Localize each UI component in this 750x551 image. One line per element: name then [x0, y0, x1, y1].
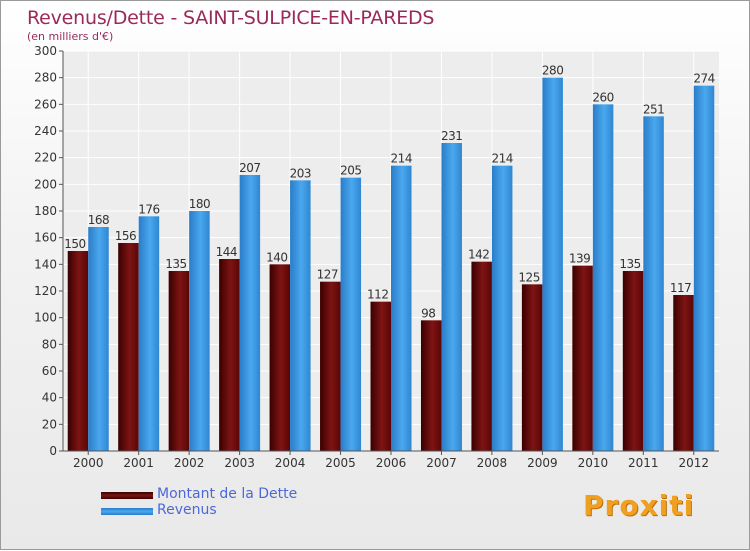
- x-tick-label: 2003: [224, 456, 255, 470]
- data-label-dette: 127: [317, 268, 338, 282]
- bar-revenus: [290, 180, 311, 452]
- x-tick-label: 2010: [578, 456, 609, 470]
- data-label-dette: 117: [670, 281, 691, 295]
- y-tick-label: 200: [34, 177, 57, 191]
- legend-label-dette: Montant de la Dette: [157, 486, 298, 502]
- x-tick-label: 2007: [426, 456, 457, 470]
- data-label-dette: 144: [216, 245, 237, 259]
- bar-revenus: [441, 143, 462, 451]
- bar-revenus: [592, 104, 614, 451]
- x-tick-label: 2002: [174, 456, 205, 470]
- x-tick-label: 2011: [628, 456, 659, 470]
- proxiti-logo: Proxiti: [583, 489, 695, 522]
- data-label-dette: 142: [468, 248, 489, 262]
- data-label-revenus: 214: [391, 152, 412, 166]
- bar-revenus: [491, 165, 513, 451]
- data-label-dette: 156: [115, 229, 136, 243]
- bar-dette: [370, 301, 391, 451]
- bar-dette: [673, 295, 694, 451]
- data-label-revenus: 251: [643, 102, 664, 116]
- y-tick-label: 0: [49, 444, 57, 458]
- bar-revenus: [693, 85, 715, 452]
- y-tick-label: 40: [42, 391, 57, 405]
- x-tick-label: 2009: [527, 456, 558, 470]
- chart-subtitle: (en milliers d'€): [27, 30, 114, 43]
- legend-swatch-revenus: [101, 508, 153, 515]
- bar-dette: [572, 265, 593, 451]
- bar-dette: [622, 271, 644, 451]
- legend-swatch-dette: [101, 492, 153, 499]
- y-tick-label: 280: [34, 71, 57, 85]
- data-label-revenus: 205: [340, 164, 361, 178]
- data-label-dette: 150: [64, 237, 85, 251]
- data-label-revenus: 180: [189, 197, 210, 211]
- bar-revenus: [340, 177, 362, 451]
- y-tick-label: 140: [34, 257, 57, 271]
- y-tick-label: 240: [34, 124, 57, 138]
- bar-dette: [521, 284, 543, 451]
- x-tick-label: 2006: [376, 456, 407, 470]
- y-tick-label: 220: [34, 151, 57, 165]
- bar-revenus: [88, 227, 109, 451]
- data-label-revenus: 260: [592, 90, 613, 104]
- bar-dette: [320, 281, 341, 451]
- y-tick-label: 80: [42, 337, 57, 351]
- y-tick-label: 20: [42, 417, 57, 431]
- bar-dette: [67, 251, 89, 451]
- y-tick-label: 120: [34, 284, 57, 298]
- x-tick-label: 2004: [275, 456, 306, 470]
- y-tick-label: 100: [34, 311, 57, 325]
- bar-dette: [471, 261, 492, 451]
- bar-dette: [118, 243, 139, 451]
- data-label-revenus: 214: [491, 152, 512, 166]
- data-label-dette: 112: [367, 288, 388, 302]
- data-label-revenus: 168: [88, 213, 109, 227]
- x-tick-label: 2001: [123, 456, 154, 470]
- bar-revenus: [189, 211, 210, 451]
- data-label-revenus: 203: [290, 166, 311, 180]
- x-tick-label: 2008: [477, 456, 508, 470]
- bar-dette: [168, 271, 190, 451]
- y-tick-label: 160: [34, 231, 57, 245]
- data-label-dette: 98: [421, 306, 435, 320]
- bar-revenus: [542, 77, 563, 452]
- y-tick-label: 260: [34, 97, 57, 111]
- bar-revenus: [391, 165, 412, 451]
- x-tick-label: 2005: [325, 456, 356, 470]
- legend-label-revenus: Revenus: [157, 502, 217, 518]
- bar-dette: [420, 320, 442, 451]
- data-label-revenus: 176: [138, 202, 159, 216]
- data-label-dette: 140: [266, 250, 287, 264]
- x-tick-label: 2012: [678, 456, 709, 470]
- data-label-revenus: 231: [441, 129, 462, 143]
- data-label-dette: 135: [165, 257, 186, 271]
- bar-revenus: [643, 116, 664, 451]
- data-label-dette: 135: [619, 257, 640, 271]
- bar-revenus: [138, 216, 160, 451]
- data-label-dette: 125: [518, 270, 539, 284]
- bar-revenus: [239, 175, 261, 451]
- y-tick-label: 300: [34, 44, 57, 58]
- y-tick-label: 60: [42, 364, 57, 378]
- y-tick-label: 180: [34, 204, 57, 218]
- x-tick-label: 2000: [73, 456, 104, 470]
- bar-dette: [219, 259, 240, 451]
- data-label-revenus: 207: [239, 161, 260, 175]
- chart-title: Revenus/Dette - SAINT-SULPICE-EN-PAREDS: [27, 7, 435, 29]
- data-label-dette: 139: [569, 252, 590, 266]
- bar-dette: [269, 264, 291, 451]
- data-label-revenus: 274: [693, 72, 714, 86]
- data-label-revenus: 280: [542, 64, 563, 78]
